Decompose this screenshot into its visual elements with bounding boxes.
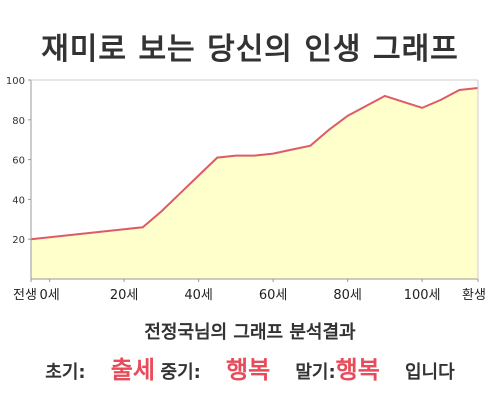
y-tick-label: 80 <box>12 116 25 127</box>
area-fill <box>31 87 478 280</box>
early-label: 초기: <box>45 362 86 383</box>
x-tick-label: 0세 <box>39 288 60 303</box>
late-label: 말기: <box>295 362 336 383</box>
analysis-result: 초기: 출세 중기: 행복 말기:행복 입니다 <box>0 350 500 385</box>
analysis-subtitle: 전정국님의 그래프 분석결과 <box>144 322 356 343</box>
life-graph-chart: 20 40 60 80 100 <box>6 76 479 282</box>
y-tick-label: 60 <box>12 156 25 167</box>
early-value: 출세 <box>110 356 155 384</box>
x-tick-label: 환생 <box>462 288 486 303</box>
x-tick-label: 전생 <box>13 288 37 303</box>
y-tick-label: 100 <box>6 76 25 87</box>
mid-label: 중기: <box>160 362 201 383</box>
chart-title: 재미로 보는 당신의 인생 그래프 <box>41 32 459 67</box>
x-tick-label: 20세 <box>109 288 139 303</box>
y-tick-label: 20 <box>12 235 25 246</box>
series-line <box>30 86 479 241</box>
y-tick-label: 40 <box>12 195 25 206</box>
x-tick-label: 60세 <box>258 288 288 303</box>
x-tick-label: 100세 <box>403 288 441 303</box>
late-value: 행복 <box>335 356 380 384</box>
mid-value: 행복 <box>226 356 271 384</box>
x-tick-label: 40세 <box>184 288 213 303</box>
ending-text: 입니다 <box>405 362 455 383</box>
x-tick-label: 80세 <box>333 288 362 303</box>
